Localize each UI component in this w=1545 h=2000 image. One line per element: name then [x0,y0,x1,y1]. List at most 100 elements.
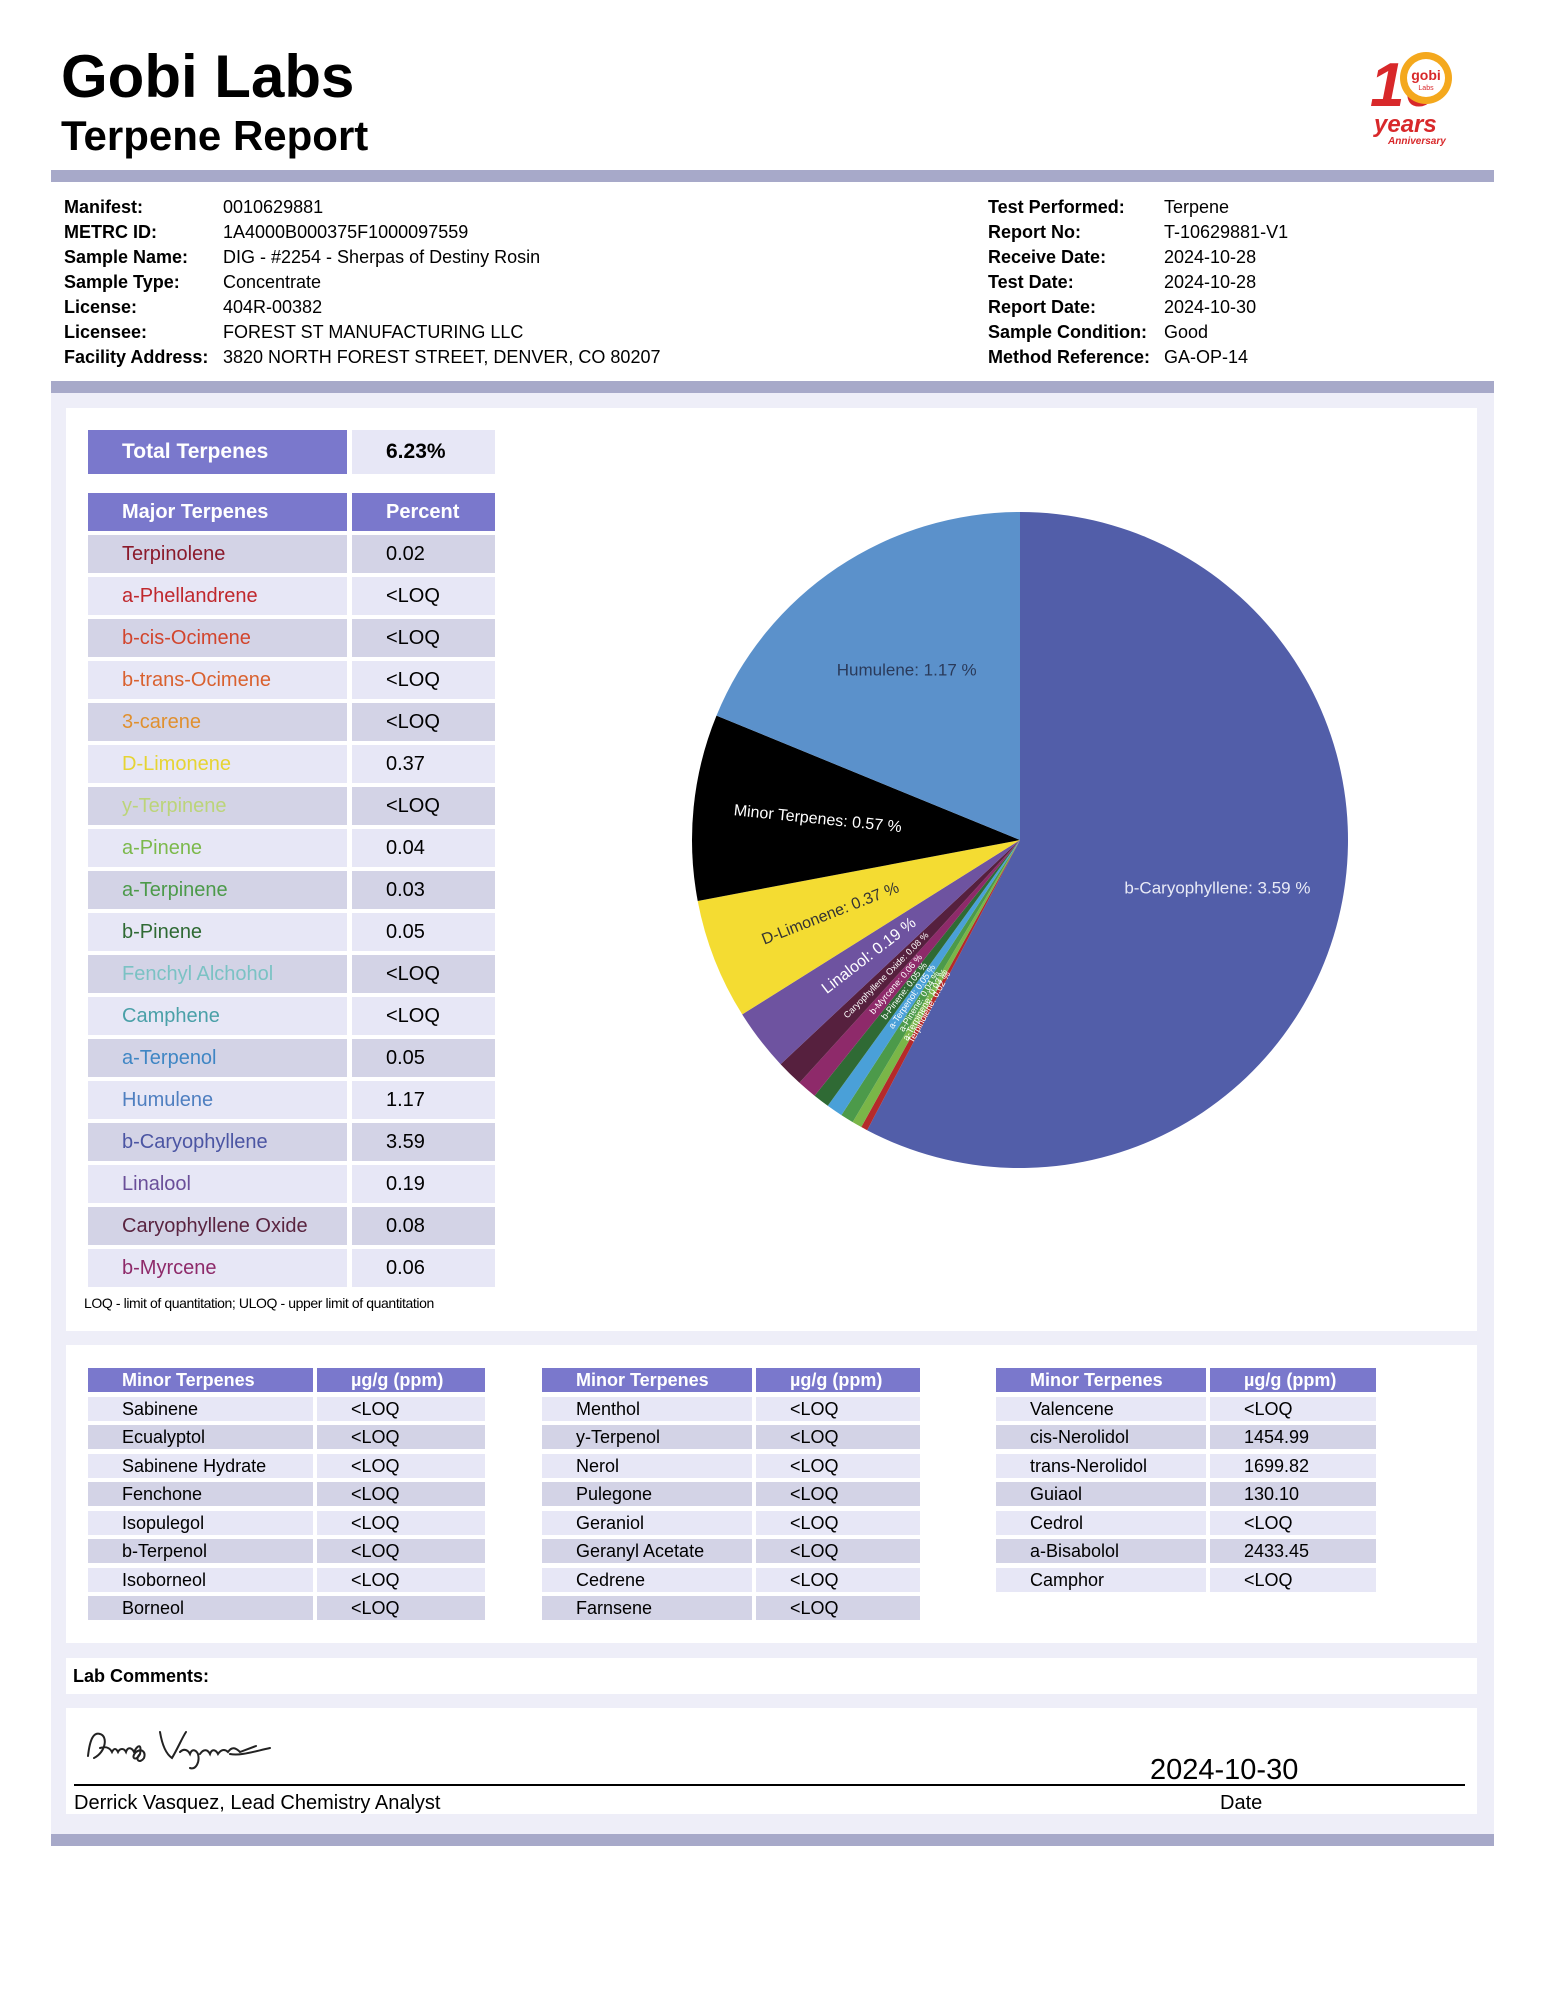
major-terpene-percent: 0.37 [352,745,495,783]
signer-name: Derrick Vasquez, Lead Chemistry Analyst [74,1792,441,1814]
lab-comments-label: Lab Comments: [73,1666,210,1686]
pie-slice-a-terpinene [852,840,1020,1128]
minor-terpene-name: a-Bisabolol [996,1539,1206,1563]
minor-terpene-name: Farnsene [542,1596,752,1620]
info-row-metrc-id: METRC ID: 1A4000B000375F1000097559 [64,220,660,245]
info-value: 3820 NORTH FOREST STREET, DENVER, CO 802… [223,347,661,367]
footer-divider [51,1834,1494,1846]
info-row-manifest: Manifest: 0010629881 [64,195,660,220]
major-terpene-percent: <LOQ [352,577,495,615]
major-terpene-name: y-Terpinene [88,787,347,825]
minor-header-name: Minor Terpenes [542,1368,752,1392]
minor-terpene-value: 1699.82 [1210,1453,1376,1478]
minor-terpene-name: Guiaol [996,1482,1206,1506]
minor-terpene-value: <LOQ [317,1396,485,1421]
info-row-test-date: Test Date: 2024-10-28 [988,270,1288,295]
minor-terpene-value: 1454.99 [1210,1425,1376,1449]
major-terpene-percent: 0.06 [352,1249,495,1287]
minor-terpene-name: b-Terpenol [88,1539,313,1563]
info-divider [51,381,1494,393]
info-label: Sample Type: [64,272,180,292]
info-value: 1A4000B000375F1000097559 [223,222,469,242]
info-row-sample-condition: Sample Condition: Good [988,320,1288,345]
test-info-right: Test Performed: Terpene Report No: T-10629… [988,195,1288,370]
minor-terpene-name: Camphor [996,1567,1206,1592]
info-row-facility-address: Facility Address: 3820 NORTH FOREST STREE… [64,345,660,370]
major-terpene-name: a-Terpinene [88,871,347,909]
minor-terpene-value: <LOQ [756,1396,920,1421]
minor-terpene-value: 130.10 [1210,1482,1376,1506]
info-value: T-10629881-V1 [1164,222,1289,242]
major-terpene-percent: 0.08 [352,1207,495,1245]
sample-info-left: Manifest: 0010629881 METRC ID: 1A4000B0003… [64,195,660,370]
major-header-name: Major Terpenes [88,493,347,531]
minor-terpene-name: Valencene [996,1396,1206,1421]
major-terpene-name: b-cis-Ocimene [88,619,347,657]
total-terpenes-value: 6.23% [352,430,495,474]
info-label: Sample Condition: [988,322,1147,342]
minor-terpene-value: <LOQ [1210,1396,1376,1421]
logo-anniversary: Anniversary [1387,136,1446,147]
info-label: Report Date: [988,297,1097,317]
major-terpene-percent: <LOQ [352,997,495,1035]
major-terpene-percent: 0.03 [352,871,495,909]
info-value: 2024-10-28 [1164,247,1257,267]
minor-terpene-value: <LOQ [317,1596,485,1620]
info-label: Report No: [988,222,1081,242]
logo-years: years [1373,111,1437,138]
minor-terpene-value: <LOQ [756,1482,920,1506]
info-value: Concentrate [223,272,322,292]
minor-terpene-value: <LOQ [1210,1567,1376,1592]
pie-slice-b-pinene [814,840,1020,1106]
info-label: Manifest: [64,197,144,217]
major-terpene-percent: 0.04 [352,829,495,867]
major-terpene-name: b-Pinene [88,913,347,951]
pie-slice-humulene [716,512,1020,840]
pie-slice-a-terpenol [827,840,1020,1116]
major-terpene-name: b-Myrcene [88,1249,347,1287]
pie-slice-linalool [742,840,1020,1065]
info-label: Test Performed: [988,197,1125,217]
major-terpene-percent: 1.17 [352,1081,495,1119]
pie-slice-minor-terpenes [692,715,1020,901]
major-terpene-name: Camphene [88,997,347,1035]
major-terpene-name: b-Caryophyllene [88,1123,347,1161]
info-value: 2024-10-28 [1164,272,1257,292]
signature-stroke [87,1731,271,1770]
info-row-sample-name: Sample Name: DIG - #2254 - Sherpas of Des… [64,245,660,270]
header-divider [51,170,1494,182]
major-terpene-name: 3-carene [88,703,347,741]
info-label: Facility Address: [64,347,209,367]
info-label: METRC ID: [64,222,157,242]
major-terpene-name: Terpinolene [88,535,347,573]
pie-slice-b-myrcene [799,840,1020,1096]
info-row-licensee: Licensee: FOREST ST MANUFACTURING LLC [64,320,660,345]
major-terpene-percent: 3.59 [352,1123,495,1161]
minor-header-value: µg/g (ppm) [1210,1368,1376,1392]
major-terpene-name: a-Phellandrene [88,577,347,615]
minor-terpene-value: <LOQ [756,1425,920,1449]
pie-slice-terpinolene [861,840,1020,1131]
minor-terpene-value: <LOQ [317,1567,485,1592]
info-value: Good [1164,322,1209,342]
info-row-license: License: 404R-00382 [64,295,660,320]
major-terpene-percent: <LOQ [352,703,495,741]
report-subtitle: Terpene Report [61,112,369,159]
info-value: DIG - #2254 - Sherpas of Destiny Rosin [223,247,541,267]
minor-terpene-name: Geranyl Acetate [542,1539,752,1563]
info-value: FOREST ST MANUFACTURING LLC [223,322,524,342]
minor-terpene-name: trans-Nerolidol [996,1453,1206,1478]
major-terpene-percent: 0.19 [352,1165,495,1203]
info-value: 404R-00382 [223,297,323,317]
signature-line [74,1784,1465,1786]
info-label: Method Reference: [988,347,1151,367]
info-label: Receive Date: [988,247,1107,267]
info-row-test-performed: Test Performed: Terpene [988,195,1288,220]
minor-terpene-name: Geraniol [542,1510,752,1535]
info-row-report-date: Report Date: 2024-10-30 [988,295,1288,320]
info-row-sample-type: Sample Type: Concentrate [64,270,660,295]
info-label: License: [64,297,138,317]
minor-terpene-name: Sabinene Hydrate [88,1453,313,1478]
minor-terpene-name: Cedrene [542,1567,752,1592]
major-terpene-name: D-Limonene [88,745,347,783]
